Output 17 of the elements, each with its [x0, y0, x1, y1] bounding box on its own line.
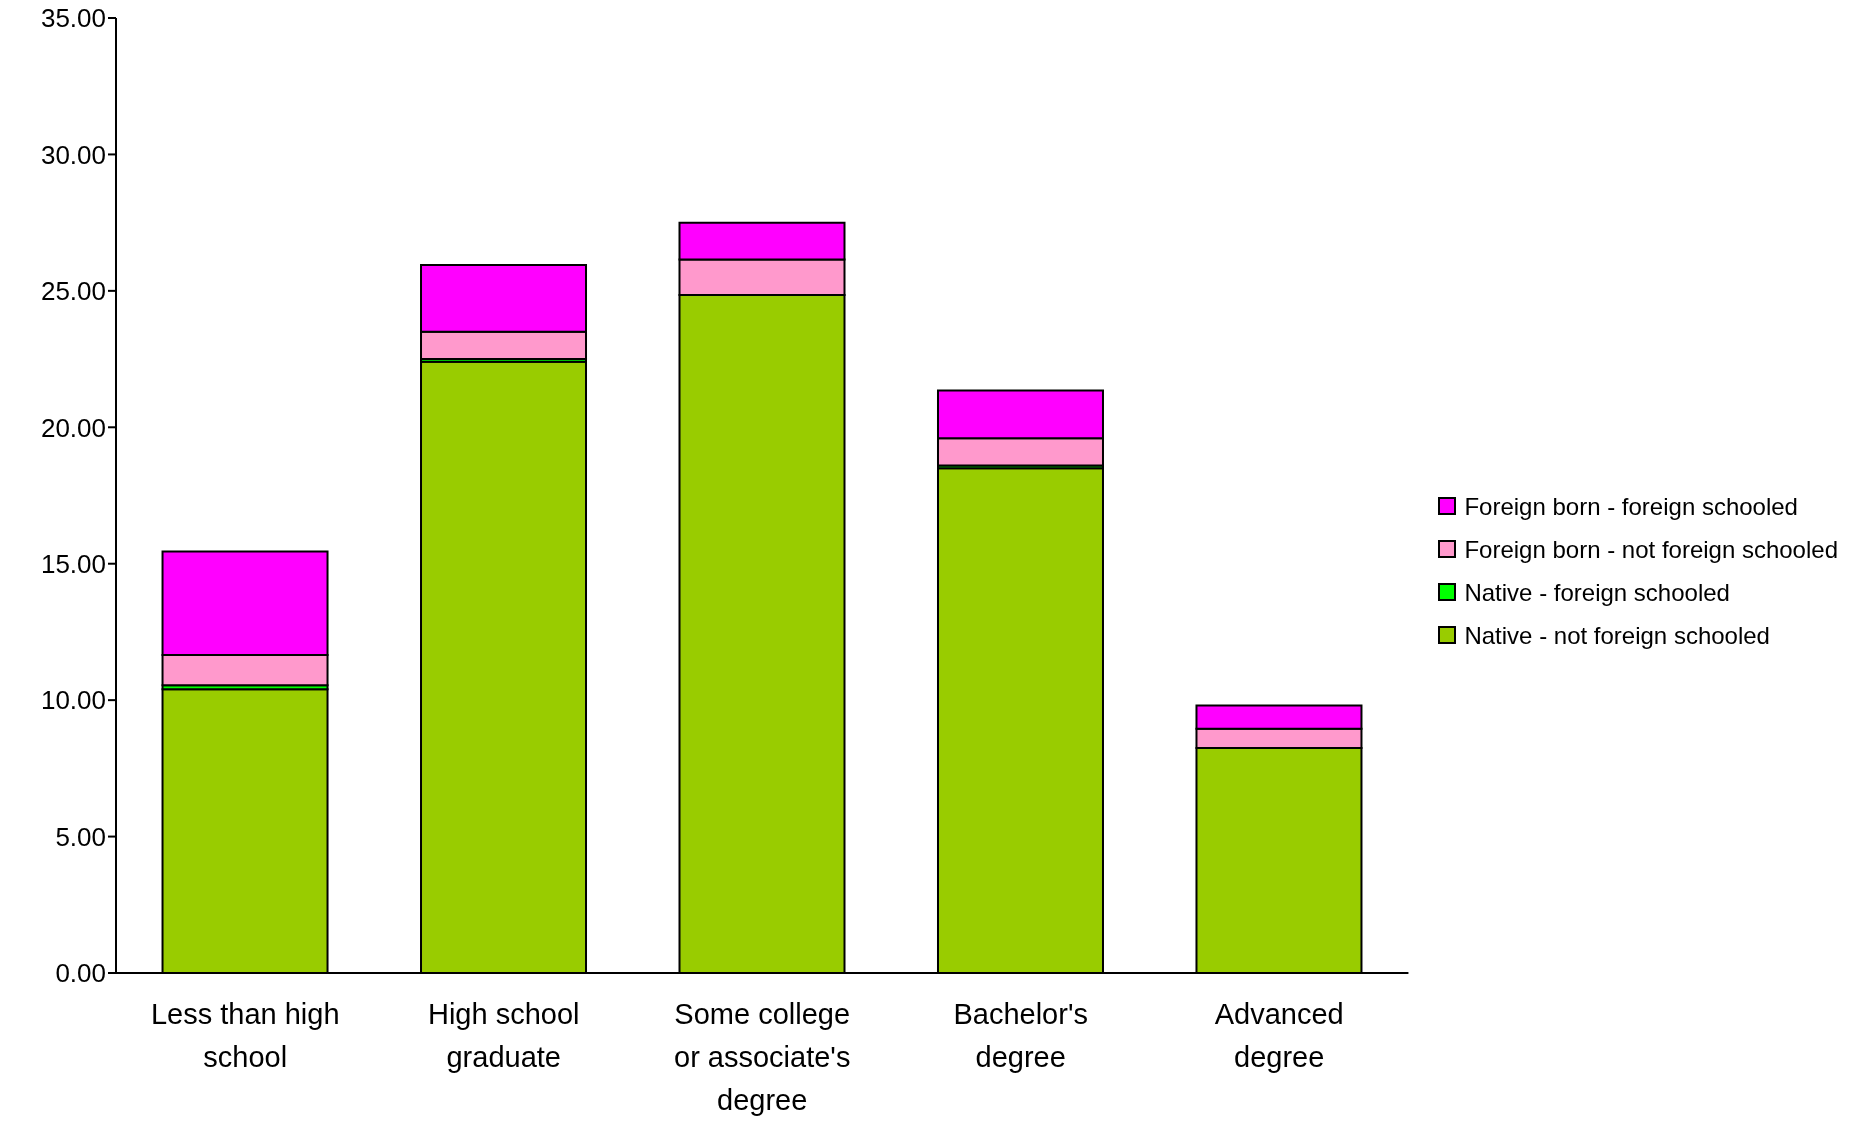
y-tick-label: 25.00: [40, 276, 106, 307]
x-tick-label: Some college or associate's degree: [674, 998, 851, 1116]
y-tick-label: 35.00: [40, 3, 106, 34]
y-tick-label: 30.00: [40, 139, 106, 170]
legend-label: Native - not foreign schooled: [1464, 620, 1770, 651]
legend-label: Foreign born - not foreign schooled: [1464, 534, 1838, 565]
legend-label: Native - foreign schooled: [1464, 577, 1730, 608]
y-tick-label: 0.00: [55, 958, 106, 989]
x-tick-label: High school graduate: [427, 998, 580, 1073]
y-tick-label: 5.00: [55, 821, 106, 852]
y-tick-label: 20.00: [40, 412, 106, 443]
x-tick-label: Advanced degree: [1214, 998, 1344, 1073]
x-tick-label: Bachelor's degree: [953, 998, 1088, 1073]
y-tick-label: 15.00: [40, 548, 106, 579]
x-tick-label: Less than high school: [150, 998, 340, 1073]
y-tick-label: 10.00: [40, 685, 106, 716]
legend-label: Foreign born - foreign schooled: [1464, 491, 1798, 522]
